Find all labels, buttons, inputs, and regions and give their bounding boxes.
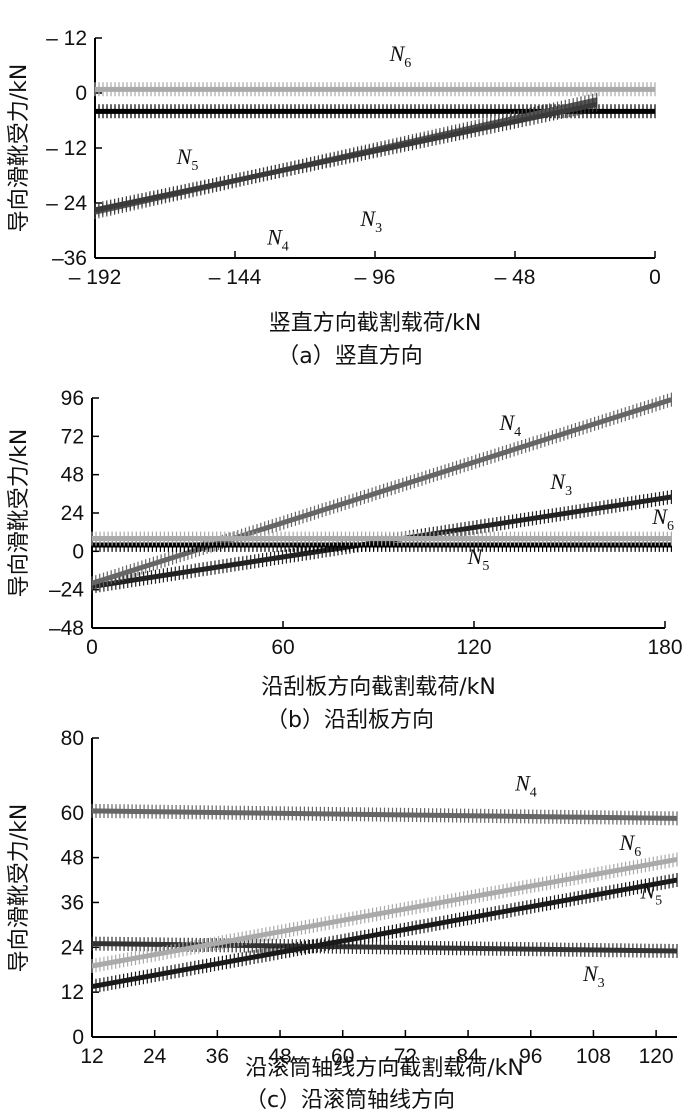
y-tick-label: 80 — [61, 727, 84, 750]
series-label-N4: N4 — [514, 770, 537, 800]
x-tick-label: 0 — [649, 266, 661, 289]
x-axis-label: 沿滚筒轴线方向截割载荷/kN — [245, 1056, 524, 1081]
x-tick-label: 180 — [647, 636, 682, 659]
y-tick-label: –48 — [49, 617, 84, 640]
y-tick-label: 48 — [61, 847, 84, 870]
x-tick-label: – 96 — [355, 266, 396, 289]
x-tick-label: 60 — [331, 1045, 354, 1068]
series-markers — [94, 82, 656, 97]
x-tick-label: 108 — [576, 1045, 611, 1068]
x-tick-label: 60 — [271, 636, 294, 659]
series-line-N6 — [94, 82, 656, 97]
series-label-N3: N3 — [359, 206, 382, 236]
series-label-N6: N6 — [651, 504, 674, 534]
y-tick-label: 12 — [61, 981, 84, 1004]
series-line-N5 — [94, 97, 598, 217]
y-tick-label: 36 — [61, 891, 84, 914]
y-tick-label: –24 — [49, 579, 84, 602]
series-markers — [94, 97, 598, 217]
y-tick-label: 60 — [61, 802, 84, 825]
x-tick-label: – 144 — [209, 266, 262, 289]
chart-panel-1: – 12 0 – 12 – 24 –36– 192 – 144 – 96 – 48 0 N6 N5 N… — [7, 27, 661, 369]
y-axis-label: 导向滑靴受力/kN — [7, 804, 32, 973]
x-tick-label: 96 — [519, 1045, 542, 1068]
x-axis-label: 竖直方向截割载荷/kN — [269, 311, 482, 336]
series-markers — [91, 936, 678, 958]
y-tick-label: 24 — [61, 936, 85, 959]
x-tick-label: 24 — [143, 1045, 167, 1068]
y-tick-label: 48 — [61, 464, 84, 487]
series-markers — [91, 803, 678, 826]
series-label-N4: N4 — [498, 410, 521, 440]
x-tick-label: 48 — [268, 1045, 291, 1068]
y-tick-label: – 24 — [46, 192, 87, 215]
x-tick-label: 72 — [394, 1045, 417, 1068]
y-tick-label: 0 — [72, 540, 84, 563]
y-tick-label: 0 — [75, 82, 87, 105]
series-label-N3: N3 — [549, 469, 572, 499]
x-tick-label: – 48 — [495, 266, 536, 289]
series-label-N6: N6 — [619, 830, 642, 860]
chart-caption: （c）沿滚筒轴线方向 — [245, 1088, 455, 1113]
series-markers — [91, 531, 672, 546]
y-tick-label: 0 — [72, 1026, 84, 1049]
y-tick-label: 96 — [61, 387, 84, 410]
series-line-N6 — [91, 531, 672, 546]
series-line-N6 — [91, 852, 678, 973]
x-tick-label: 84 — [456, 1045, 480, 1068]
chart-caption: （a）竖直方向 — [277, 344, 422, 369]
series-base — [91, 397, 673, 586]
x-tick-label: 120 — [639, 1045, 674, 1068]
series-line-N4 — [91, 392, 673, 591]
series-line-N3 — [91, 936, 678, 958]
y-axis-label: 导向滑靴受力/kN — [7, 64, 32, 233]
x-axis-label: 沿刮板方向截割载荷/kN — [261, 675, 496, 700]
series-label-N4: N4 — [266, 224, 289, 254]
series-line-N4 — [91, 803, 678, 826]
x-tick-label: 12 — [80, 1045, 103, 1068]
series-label-N6: N6 — [389, 41, 412, 71]
y-tick-label: – 12 — [46, 137, 87, 160]
series-markers — [91, 852, 678, 973]
y-tick-label: – 12 — [46, 27, 87, 50]
x-tick-label: 36 — [206, 1045, 229, 1068]
x-tick-label: – 192 — [69, 266, 122, 289]
chart-caption: （b）沿刮板方向 — [266, 708, 434, 733]
y-tick-label: 24 — [61, 502, 85, 525]
y-axis-label: 导向滑靴受力/kN — [7, 429, 32, 598]
series-label-N5: N5 — [176, 144, 199, 174]
series-markers — [91, 873, 678, 994]
x-tick-label: 120 — [456, 636, 491, 659]
series-label-N3: N3 — [582, 961, 605, 991]
series-markers — [94, 104, 656, 119]
series-line-N5 — [91, 873, 678, 994]
x-tick-label: 0 — [86, 636, 98, 659]
y-tick-label: 72 — [61, 425, 84, 448]
y-tick-label: –36 — [52, 247, 87, 270]
